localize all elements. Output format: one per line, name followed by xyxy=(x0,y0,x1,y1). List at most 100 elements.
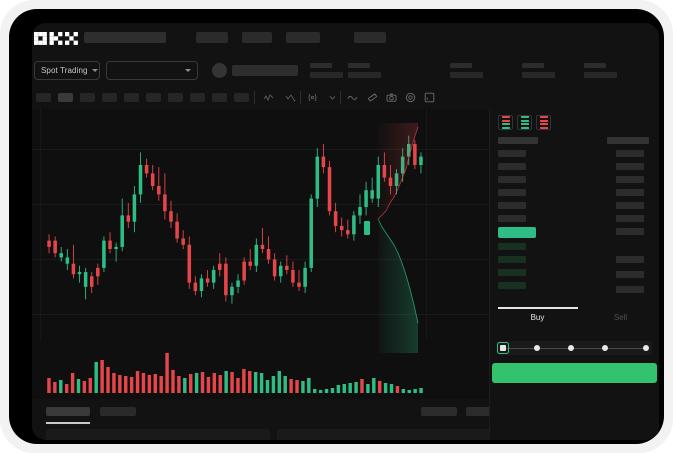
carousel-step-dot[interactable] xyxy=(602,345,608,351)
candlestick-series xyxy=(47,135,423,304)
timeframe-10[interactable] xyxy=(234,93,249,102)
orderbook-bid-row[interactable] xyxy=(498,269,526,276)
volume-series xyxy=(47,353,423,393)
ruler-icon[interactable] xyxy=(366,91,379,104)
pair-select[interactable] xyxy=(106,61,198,80)
chart-gridline xyxy=(32,149,489,150)
orderbook-mode-bids[interactable] xyxy=(517,115,532,130)
stat-last-price xyxy=(310,63,343,78)
orderbook-ask-row[interactable] xyxy=(498,150,526,157)
orderbook-ask-row[interactable] xyxy=(498,215,526,222)
orderbook-amount-row xyxy=(616,286,644,293)
timeframe-7[interactable] xyxy=(168,93,183,102)
bottom-card-right[interactable] xyxy=(277,429,582,440)
orderbook-amount-row xyxy=(616,256,644,263)
orderbook-mode-asks[interactable] xyxy=(536,115,551,130)
orderbook-ask-row[interactable] xyxy=(498,176,526,183)
orderbook-amount-row xyxy=(616,202,644,209)
bottom-card-left[interactable] xyxy=(46,429,270,440)
stat-24h-volume-label xyxy=(584,63,606,68)
nav-item-1[interactable] xyxy=(84,32,166,43)
orderbook-ask-row[interactable] xyxy=(498,189,526,196)
chevron-down-icon xyxy=(91,69,98,72)
bottom-tab-open-orders[interactable] xyxy=(46,407,90,416)
pair-name-redacted xyxy=(232,65,298,76)
indicators-icon[interactable] xyxy=(284,91,297,104)
bottom-action-2[interactable] xyxy=(466,407,502,416)
orderbook-ask-row[interactable] xyxy=(498,202,526,209)
depth-area-chart xyxy=(377,123,419,353)
bottom-tab-active-underline xyxy=(46,422,90,424)
nav-item-2[interactable] xyxy=(196,32,228,43)
carousel-step-active[interactable] xyxy=(497,342,509,354)
line-chart-icon[interactable] xyxy=(262,91,275,104)
chart-toolbar xyxy=(32,87,659,109)
current-price-marker xyxy=(364,221,370,235)
timeframe-3[interactable] xyxy=(80,93,95,102)
carousel-step-dot[interactable] xyxy=(568,345,574,351)
price-chart-panel[interactable] xyxy=(32,109,489,399)
stat-24h-high-label xyxy=(450,63,472,68)
market-type-label: Spot Trading xyxy=(41,66,88,75)
chevron-down-icon[interactable] xyxy=(326,91,339,104)
pair-avatar xyxy=(212,63,227,78)
toolbar-separator xyxy=(300,91,301,104)
app-screen: Spot Trading xyxy=(32,23,659,440)
primary-cta-button[interactable] xyxy=(492,363,657,383)
stat-24h-high-value xyxy=(450,72,483,78)
orderbook-col-header-price xyxy=(498,137,538,144)
stat-24h-low-label xyxy=(522,63,544,68)
timeframe-1[interactable] xyxy=(36,93,51,102)
nav-item-3[interactable] xyxy=(242,32,272,43)
orderbook-bid-row[interactable] xyxy=(498,282,526,289)
toolbar-separator xyxy=(254,91,255,104)
nav-item-4[interactable] xyxy=(286,32,320,43)
orderbook-amount-row xyxy=(616,215,644,222)
timeframe-5[interactable] xyxy=(124,93,139,102)
orderbook-col-header-amount xyxy=(607,137,649,144)
chevron-down-icon xyxy=(185,69,191,72)
sub-header: Spot Trading xyxy=(32,53,659,87)
timeframe-9[interactable] xyxy=(212,93,227,102)
orderbook-current-price-row[interactable] xyxy=(498,227,536,238)
stat-24h-change-label xyxy=(348,63,370,68)
timeframe-4[interactable] xyxy=(102,93,117,102)
order-book-panel: Buy Sell xyxy=(489,109,659,440)
settings-icon[interactable] xyxy=(404,91,417,104)
stat-last-price-label xyxy=(310,63,332,68)
stat-24h-change-value xyxy=(348,72,381,78)
carousel-step-dot[interactable] xyxy=(643,345,649,351)
market-type-select[interactable]: Spot Trading xyxy=(34,61,100,80)
fullscreen-icon[interactable] xyxy=(423,91,436,104)
orderbook-ask-row[interactable] xyxy=(498,163,526,170)
stat-24h-low-value xyxy=(522,72,555,78)
orderbook-amount-row xyxy=(616,150,644,157)
trade-tab-sell[interactable]: Sell xyxy=(613,313,628,322)
camera-icon[interactable] xyxy=(385,91,398,104)
orderbook-bid-row[interactable] xyxy=(498,243,526,250)
chart-gridline-v xyxy=(426,109,427,339)
bottom-tab-order-history[interactable] xyxy=(100,407,136,416)
orderbook-bid-row[interactable] xyxy=(498,256,526,263)
app-header xyxy=(32,23,659,53)
orderbook-mode-both[interactable] xyxy=(498,115,513,130)
onboarding-carousel xyxy=(492,342,657,356)
chart-gridline xyxy=(32,259,489,260)
nav-item-5[interactable] xyxy=(354,32,386,43)
carousel-step-dot[interactable] xyxy=(534,345,540,351)
bottom-action-1[interactable] xyxy=(421,407,457,416)
timeframe-2[interactable] xyxy=(58,93,73,102)
stat-24h-high xyxy=(450,63,483,78)
stat-last-price-value xyxy=(310,72,343,78)
device-body: Spot Trading xyxy=(9,9,664,444)
compare-icon[interactable] xyxy=(306,91,319,104)
toolbar-separator xyxy=(340,91,341,104)
timeframe-6[interactable] xyxy=(146,93,161,102)
trade-tab-buy[interactable]: Buy xyxy=(530,313,545,322)
drawing-tool-icon[interactable] xyxy=(346,91,359,104)
okx-logo[interactable] xyxy=(34,32,78,45)
orderbook-amount-row xyxy=(616,189,644,196)
timeframe-8[interactable] xyxy=(190,93,205,102)
chart-gridline xyxy=(32,204,489,205)
